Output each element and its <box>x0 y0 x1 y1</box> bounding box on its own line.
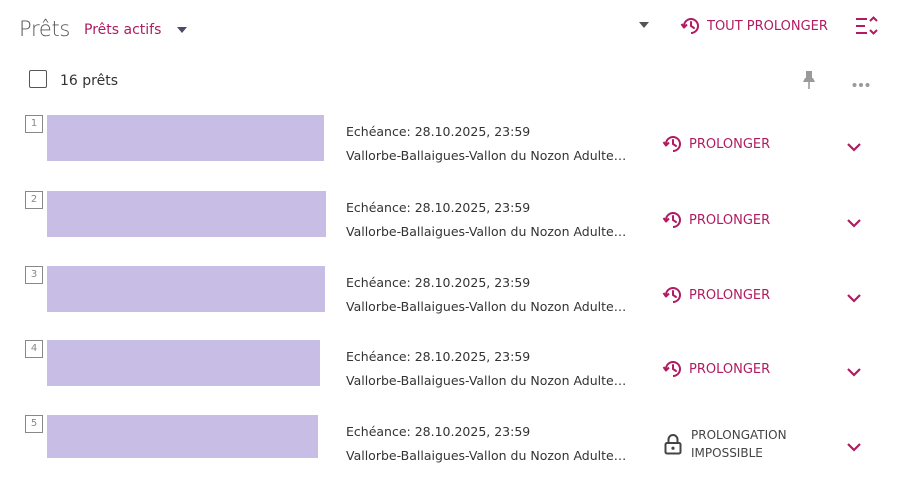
caret-down-icon <box>177 27 188 33</box>
clock-renew-icon <box>662 361 681 377</box>
loan-count: 16 prêts <box>60 73 118 89</box>
extend-button[interactable]: PROLONGER <box>662 133 770 155</box>
extend-button[interactable]: PROLONGER <box>662 358 770 380</box>
lock-icon <box>664 434 682 455</box>
extend-all-button[interactable]: TOUT PROLONGER <box>680 15 828 37</box>
clock-renew-icon <box>680 18 699 34</box>
loan-row: 5 Echéance: 28.10.2025, 23:59 Vallorbe-B… <box>0 415 901 490</box>
caret-down-icon[interactable] <box>639 22 649 28</box>
loan-index-checkbox[interactable]: 1 <box>25 115 43 133</box>
loan-index-checkbox[interactable]: 4 <box>25 340 43 358</box>
loan-library: Vallorbe-Ballaigues-Vallon du Nozon Adul… <box>346 448 631 463</box>
loan-library: Vallorbe-Ballaigues-Vallon du Nozon Adul… <box>346 373 631 388</box>
chevron-down-icon[interactable] <box>846 288 862 307</box>
extend-label: PROLONGER <box>689 287 771 303</box>
extend-impossible-line1: PROLONGATION <box>691 428 787 442</box>
loan-due-date: Echéance: 28.10.2025, 23:59 <box>346 349 531 364</box>
extend-button[interactable]: PROLONGER <box>662 284 770 306</box>
extend-label: PROLONGER <box>689 212 771 228</box>
page-title: Prêts <box>19 17 71 41</box>
loan-cover-image[interactable] <box>47 266 325 312</box>
loan-due-date: Echéance: 28.10.2025, 23:59 <box>346 275 531 290</box>
pin-icon[interactable] <box>801 70 817 94</box>
loan-index-checkbox[interactable]: 2 <box>25 191 43 209</box>
loan-cover-image[interactable] <box>47 115 324 161</box>
clock-renew-icon <box>662 212 681 228</box>
loan-row: 4 Echéance: 28.10.2025, 23:59 Vallorbe-B… <box>0 340 901 415</box>
loan-row: 1 Echéance: 28.10.2025, 23:59 Vallorbe-B… <box>0 115 901 190</box>
extend-impossible-line2: IMPOSSIBLE <box>691 446 763 460</box>
clock-renew-icon <box>662 136 681 152</box>
chevron-down-icon[interactable] <box>846 362 862 381</box>
extend-label: PROLONGER <box>689 136 771 152</box>
sort-list-icon[interactable] <box>855 15 879 41</box>
chevron-down-icon[interactable] <box>846 213 862 232</box>
loan-row: 2 Echéance: 28.10.2025, 23:59 Vallorbe-B… <box>0 191 901 266</box>
loan-index-checkbox[interactable]: 3 <box>25 266 43 284</box>
loan-due-date: Echéance: 28.10.2025, 23:59 <box>346 124 531 139</box>
loan-filter-dropdown[interactable]: Prêts actifs <box>84 22 188 38</box>
more-dots-icon[interactable] <box>852 73 870 92</box>
loan-library: Vallorbe-Ballaigues-Vallon du Nozon Adul… <box>346 148 631 163</box>
loan-filter-label: Prêts actifs <box>84 22 162 38</box>
loan-cover-image[interactable] <box>47 191 326 237</box>
loan-due-date: Echéance: 28.10.2025, 23:59 <box>346 424 531 439</box>
loan-library: Vallorbe-Ballaigues-Vallon du Nozon Adul… <box>346 224 631 239</box>
loan-cover-image[interactable] <box>47 415 318 458</box>
loan-library: Vallorbe-Ballaigues-Vallon du Nozon Adul… <box>346 299 631 314</box>
extend-impossible-status: PROLONGATION IMPOSSIBLE <box>664 426 787 462</box>
loan-due-date: Echéance: 28.10.2025, 23:59 <box>346 200 531 215</box>
loan-index-checkbox[interactable]: 5 <box>25 415 43 433</box>
select-all-checkbox[interactable] <box>29 70 47 88</box>
chevron-down-icon[interactable] <box>846 137 862 156</box>
extend-button[interactable]: PROLONGER <box>662 209 770 231</box>
extend-label: PROLONGER <box>689 361 771 377</box>
extend-all-label: TOUT PROLONGER <box>707 18 828 34</box>
loan-row: 3 Echéance: 28.10.2025, 23:59 Vallorbe-B… <box>0 266 901 341</box>
clock-renew-icon <box>662 287 681 303</box>
chevron-down-icon[interactable] <box>846 437 862 456</box>
loan-cover-image[interactable] <box>47 340 320 386</box>
